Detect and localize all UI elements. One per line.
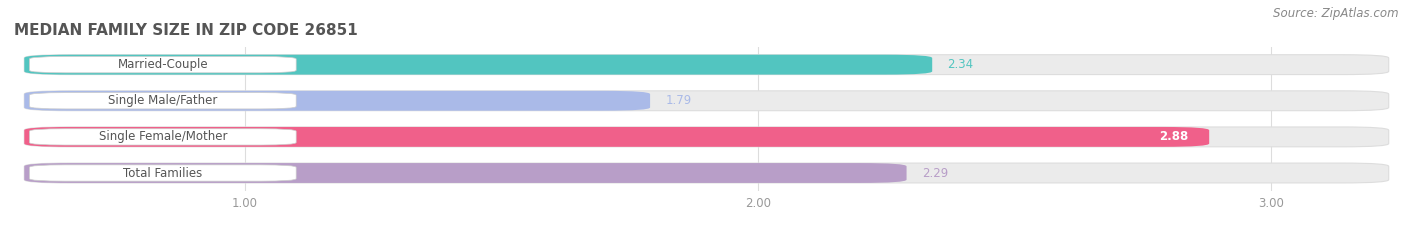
Text: 2.29: 2.29 <box>922 167 948 179</box>
FancyBboxPatch shape <box>24 127 1209 147</box>
Text: Total Families: Total Families <box>124 167 202 179</box>
FancyBboxPatch shape <box>24 127 1389 147</box>
FancyBboxPatch shape <box>24 163 907 183</box>
FancyBboxPatch shape <box>24 91 650 111</box>
FancyBboxPatch shape <box>30 93 297 109</box>
FancyBboxPatch shape <box>24 55 1389 75</box>
FancyBboxPatch shape <box>30 129 297 145</box>
FancyBboxPatch shape <box>24 91 1389 111</box>
Text: 2.88: 2.88 <box>1160 130 1188 143</box>
Text: Married-Couple: Married-Couple <box>118 58 208 71</box>
Text: MEDIAN FAMILY SIZE IN ZIP CODE 26851: MEDIAN FAMILY SIZE IN ZIP CODE 26851 <box>14 24 357 38</box>
FancyBboxPatch shape <box>24 163 1389 183</box>
Text: Single Male/Father: Single Male/Father <box>108 94 218 107</box>
Text: Source: ZipAtlas.com: Source: ZipAtlas.com <box>1274 7 1399 20</box>
FancyBboxPatch shape <box>30 165 297 181</box>
Text: 2.34: 2.34 <box>948 58 974 71</box>
Text: Single Female/Mother: Single Female/Mother <box>98 130 226 143</box>
FancyBboxPatch shape <box>24 55 932 75</box>
Text: 1.79: 1.79 <box>665 94 692 107</box>
FancyBboxPatch shape <box>30 57 297 73</box>
